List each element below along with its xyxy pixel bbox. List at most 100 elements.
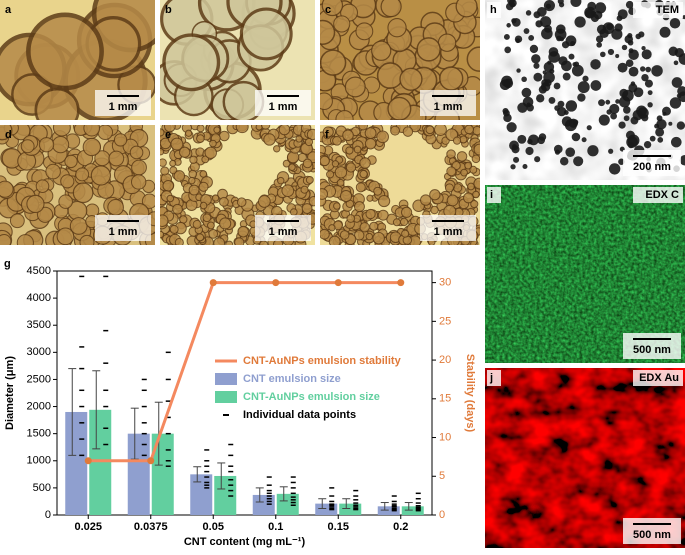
bar xyxy=(190,474,213,515)
droplet xyxy=(320,19,336,45)
droplet xyxy=(444,183,454,193)
droplet xyxy=(281,184,295,198)
droplet xyxy=(355,22,374,41)
scale-box xyxy=(623,333,681,359)
nanoparticle xyxy=(562,72,571,81)
droplet xyxy=(45,163,61,180)
nanoparticle xyxy=(627,32,633,39)
droplet xyxy=(37,206,54,223)
droplet xyxy=(333,15,351,33)
nanoparticle xyxy=(590,59,601,70)
droplet xyxy=(166,194,175,203)
droplet xyxy=(332,135,342,146)
nanoparticle xyxy=(577,93,586,102)
droplet xyxy=(377,194,391,208)
y2-axis-title: Stability (days) xyxy=(464,354,476,433)
droplet xyxy=(371,40,392,61)
scale-box xyxy=(420,90,476,116)
droplet xyxy=(141,193,155,209)
droplet xyxy=(320,188,329,200)
nanoparticle xyxy=(514,35,523,43)
nanoparticle xyxy=(622,89,634,102)
droplet xyxy=(260,125,271,130)
droplet xyxy=(295,135,303,143)
legend-swatch xyxy=(215,373,237,385)
nanoparticle xyxy=(669,97,682,109)
droplet xyxy=(333,202,341,210)
nanoparticle xyxy=(647,102,653,108)
droplet xyxy=(213,126,221,134)
tag-box xyxy=(633,370,683,386)
nanoparticle xyxy=(628,66,639,77)
nanoparticle xyxy=(628,49,639,60)
letter-box xyxy=(487,370,501,386)
y-tick-label: 1500 xyxy=(27,428,51,440)
nanoparticle xyxy=(645,66,651,73)
droplet xyxy=(346,214,356,223)
droplet xyxy=(97,125,114,140)
nanoparticle xyxy=(525,146,534,156)
droplet xyxy=(130,174,147,190)
nanoparticle xyxy=(568,53,575,60)
droplet xyxy=(160,166,170,176)
droplet xyxy=(401,229,410,238)
nanoparticle xyxy=(598,114,610,126)
nanoparticle xyxy=(615,99,620,104)
droplet xyxy=(173,170,186,182)
droplet xyxy=(174,237,184,245)
nanoparticle xyxy=(507,0,515,5)
nanoparticle xyxy=(587,1,597,11)
nanoparticle xyxy=(638,31,645,38)
droplet xyxy=(169,159,177,167)
nanoparticle xyxy=(605,99,611,105)
nanoparticle xyxy=(516,68,521,73)
droplet xyxy=(278,125,291,136)
panel-letter: b xyxy=(165,4,172,16)
panel-letter: g xyxy=(4,258,11,270)
droplet xyxy=(206,221,215,230)
droplet xyxy=(342,129,354,142)
droplet xyxy=(460,168,468,177)
nanoparticle xyxy=(617,62,628,73)
droplet xyxy=(82,137,102,157)
nanoparticle xyxy=(571,64,584,77)
droplet xyxy=(237,225,249,238)
nanoparticle xyxy=(553,144,563,154)
nanoparticle xyxy=(633,87,644,98)
nanoparticle xyxy=(533,62,540,69)
droplet xyxy=(308,196,315,207)
scale-label: 500 nm xyxy=(633,344,671,356)
nanoparticle xyxy=(641,45,646,51)
stability-point xyxy=(397,279,405,287)
droplet xyxy=(209,139,217,148)
droplet xyxy=(452,136,462,145)
droplet xyxy=(160,128,165,137)
droplet xyxy=(113,133,128,147)
droplet xyxy=(208,229,219,239)
y2-tick-label: 15 xyxy=(439,393,451,405)
nanoparticle xyxy=(670,136,682,148)
nanoparticle xyxy=(643,140,652,149)
scale-box xyxy=(95,215,151,241)
scale-label: 1 mm xyxy=(269,226,298,238)
droplet xyxy=(0,180,14,198)
droplet xyxy=(236,197,247,207)
droplet xyxy=(16,234,34,245)
x-tick-label: 0.05 xyxy=(203,521,224,533)
nanoparticle xyxy=(596,42,602,48)
x-tick-label: 0.2 xyxy=(393,521,408,533)
micrograph xyxy=(160,0,315,120)
x-axis-title: CNT content (mg mL⁻¹) xyxy=(184,536,306,548)
droplet xyxy=(160,214,169,227)
droplet xyxy=(455,0,478,18)
droplet xyxy=(446,194,459,207)
nanoparticle xyxy=(610,112,617,120)
nanoparticle xyxy=(510,164,516,170)
droplet xyxy=(131,159,147,176)
droplet xyxy=(198,181,209,192)
droplet xyxy=(334,166,348,179)
nanoparticle xyxy=(557,100,565,108)
bar xyxy=(315,503,338,515)
droplet xyxy=(328,235,341,245)
scale-label: 200 nm xyxy=(633,161,671,173)
